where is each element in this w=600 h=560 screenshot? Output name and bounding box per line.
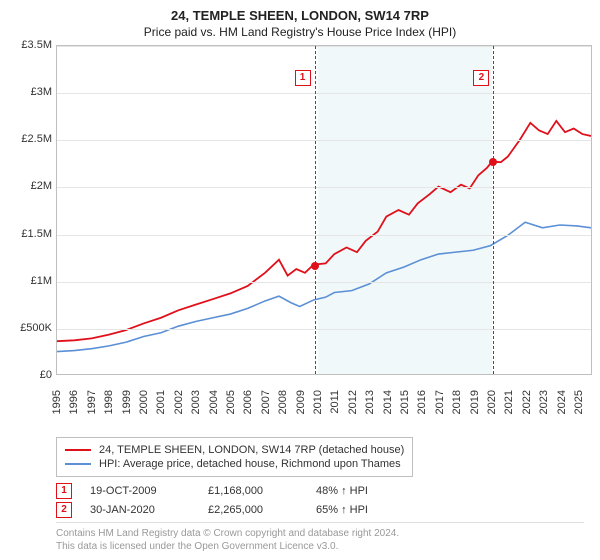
chart-container: 24, TEMPLE SHEEN, LONDON, SW14 7RP Price… [0, 0, 600, 560]
y-tick-label: £2.5M [8, 133, 52, 145]
x-tick-label: 2003 [190, 390, 202, 414]
x-tick-label: 2017 [434, 390, 446, 414]
legend: 24, TEMPLE SHEEN, LONDON, SW14 7RP (deta… [56, 437, 413, 477]
x-tick-label: 2024 [556, 390, 568, 414]
series-line [57, 121, 591, 341]
gridline [57, 140, 591, 141]
title-main: 24, TEMPLE SHEEN, LONDON, SW14 7RP [8, 8, 592, 23]
gridline [57, 46, 591, 47]
x-tick-label: 2002 [173, 390, 185, 414]
x-tick-label: 1995 [51, 390, 63, 414]
legend-row: HPI: Average price, detached house, Rich… [65, 458, 404, 470]
x-tick-label: 2011 [329, 390, 341, 414]
y-tick-label: £3.5M [8, 39, 52, 51]
sale-row: 1 19-OCT-2009 £1,168,000 48% ↑ HPI [56, 483, 584, 499]
gridline [57, 187, 591, 188]
sale-date: 19-OCT-2009 [90, 485, 190, 497]
sale-delta: 48% ↑ HPI [316, 485, 396, 497]
x-tick-label: 2010 [312, 390, 324, 414]
legend-label: 24, TEMPLE SHEEN, LONDON, SW14 7RP (deta… [99, 444, 404, 456]
x-tick-label: 2007 [260, 390, 272, 414]
x-tick-label: 2013 [364, 390, 376, 414]
x-tick-label: 2023 [538, 390, 550, 414]
footer: Contains HM Land Registry data © Crown c… [56, 522, 584, 553]
x-tick-label: 2001 [155, 390, 167, 414]
x-tick-label: 2018 [451, 390, 463, 414]
event-line [315, 46, 316, 374]
x-tick-label: 2005 [225, 390, 237, 414]
sales-rows: 1 19-OCT-2009 £1,168,000 48% ↑ HPI 2 30-… [56, 483, 584, 518]
plot-box: 1995199619971998199920002001200220032004… [56, 45, 592, 375]
y-tick-label: £2M [8, 180, 52, 192]
sale-marker: 1 [56, 483, 72, 499]
gridline [57, 235, 591, 236]
sale-price: £2,265,000 [208, 504, 298, 516]
x-tick-label: 2022 [521, 390, 533, 414]
y-tick-label: £3M [8, 86, 52, 98]
x-tick-label: 1999 [121, 390, 133, 414]
gridline [57, 329, 591, 330]
y-tick-label: £0 [8, 369, 52, 381]
x-tick-label: 1996 [68, 390, 80, 414]
legend-row: 24, TEMPLE SHEEN, LONDON, SW14 7RP (deta… [65, 444, 404, 456]
x-tick-label: 2016 [416, 390, 428, 414]
sale-delta: 65% ↑ HPI [316, 504, 396, 516]
legend-swatch-1 [65, 463, 91, 465]
title-block: 24, TEMPLE SHEEN, LONDON, SW14 7RP Price… [8, 8, 592, 39]
event-dot [489, 158, 497, 166]
x-tick-label: 1998 [103, 390, 115, 414]
x-tick-label: 2019 [469, 390, 481, 414]
x-tick-label: 2014 [382, 390, 394, 414]
legend-swatch-0 [65, 449, 91, 451]
x-tick-label: 1997 [86, 390, 98, 414]
sale-price: £1,168,000 [208, 485, 298, 497]
x-tick-label: 2000 [138, 390, 150, 414]
x-tick-label: 2025 [573, 390, 585, 414]
title-sub: Price paid vs. HM Land Registry's House … [8, 25, 592, 39]
x-tick-label: 2015 [399, 390, 411, 414]
x-tick-label: 2020 [486, 390, 498, 414]
y-tick-label: £1M [8, 275, 52, 287]
gridline [57, 282, 591, 283]
sale-row: 2 30-JAN-2020 £2,265,000 65% ↑ HPI [56, 502, 584, 518]
x-tick-label: 2006 [242, 390, 254, 414]
event-dot [311, 262, 319, 270]
x-tick-label: 2009 [295, 390, 307, 414]
line-layer [57, 46, 591, 374]
sale-date: 30-JAN-2020 [90, 504, 190, 516]
chart-area: 1995199619971998199920002001200220032004… [8, 45, 592, 403]
x-tick-label: 2008 [277, 390, 289, 414]
y-tick-label: £1.5M [8, 228, 52, 240]
x-tick-label: 2012 [347, 390, 359, 414]
footer-line-2: This data is licensed under the Open Gov… [56, 540, 584, 553]
event-line [493, 46, 494, 374]
footer-line-1: Contains HM Land Registry data © Crown c… [56, 527, 584, 540]
sale-marker: 2 [56, 502, 72, 518]
legend-label: HPI: Average price, detached house, Rich… [99, 458, 401, 470]
x-tick-label: 2004 [208, 390, 220, 414]
gridline [57, 93, 591, 94]
event-marker-box: 2 [473, 70, 489, 86]
series-line [57, 222, 591, 351]
event-marker-box: 1 [295, 70, 311, 86]
y-tick-label: £500K [8, 322, 52, 334]
x-tick-label: 2021 [503, 390, 515, 414]
